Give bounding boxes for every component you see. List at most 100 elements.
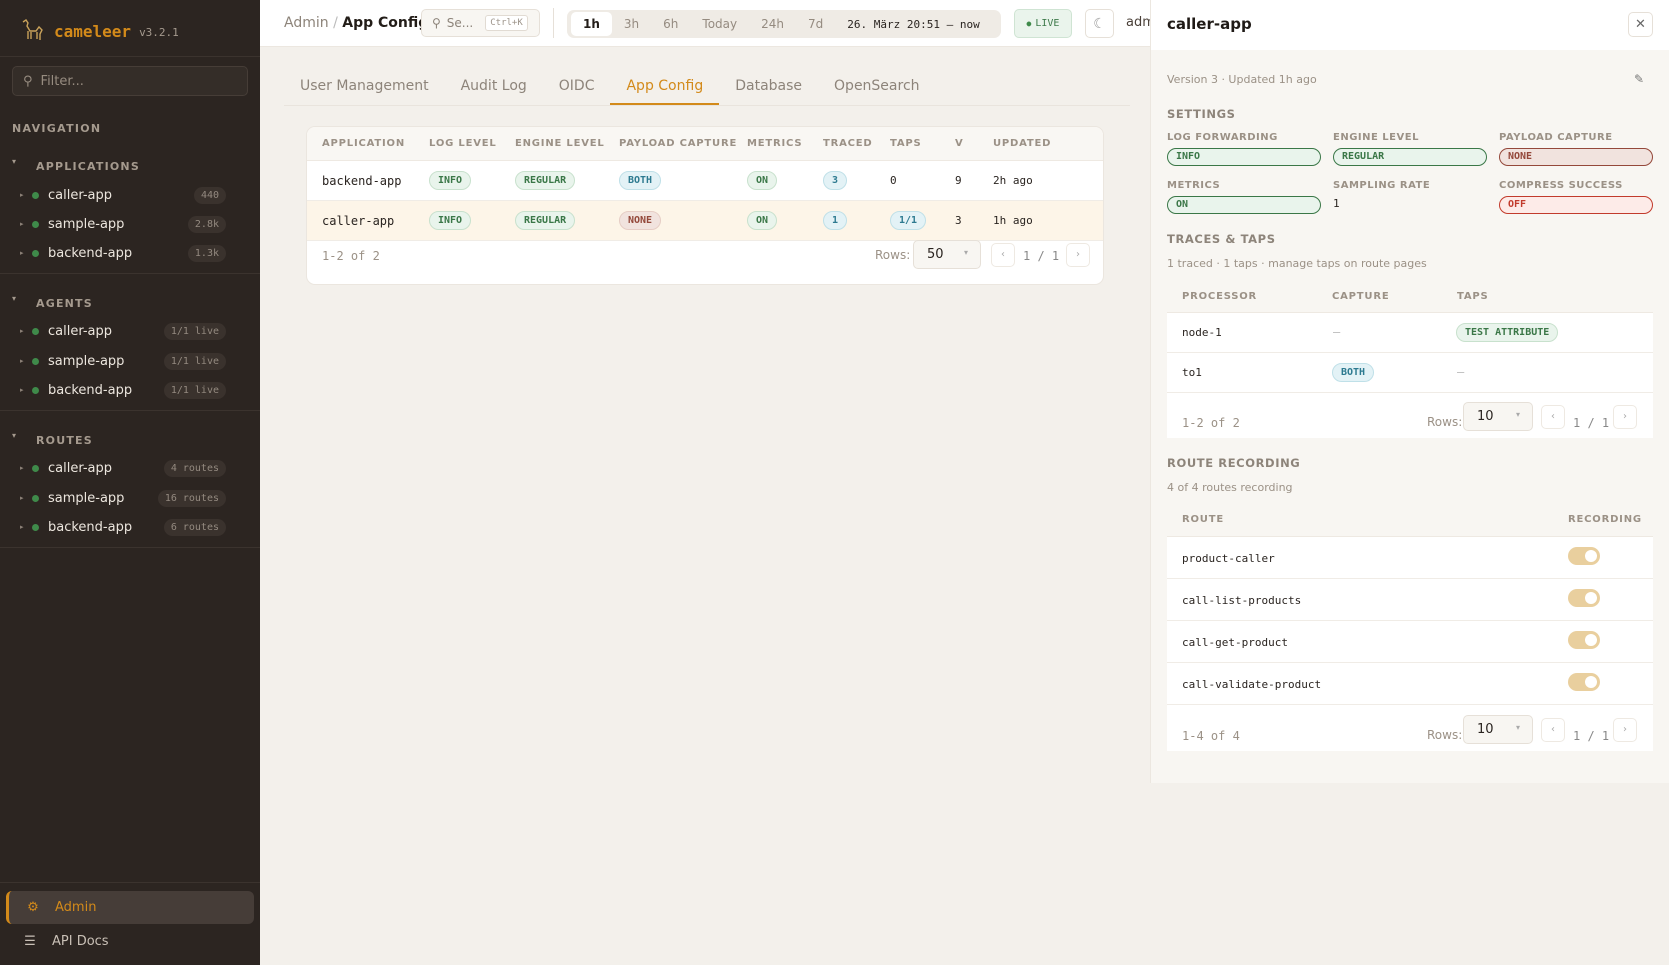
status-dot-icon — [32, 523, 39, 531]
tab-audit-log[interactable]: Audit Log — [460, 78, 527, 94]
range-option-1h[interactable]: 1h — [571, 12, 612, 36]
log-level-value: INFO — [429, 171, 472, 190]
log-level-value: INFO — [429, 211, 472, 230]
theme-toggle-moon-icon[interactable]: ☾ — [1085, 9, 1114, 38]
date-range[interactable]: 26. März 20:51 — now — [847, 17, 980, 31]
rows-label: Rows: — [1427, 728, 1463, 742]
range-option-today[interactable]: Today — [702, 17, 738, 31]
global-search[interactable]: ⚲ Se... Ctrl+K — [421, 9, 540, 37]
breadcrumb-current: App Config — [342, 15, 429, 31]
taps-value: — — [1457, 365, 1465, 379]
range-option-24h[interactable]: 24h — [761, 17, 784, 31]
recording-toggle[interactable] — [1568, 673, 1600, 691]
tab-database[interactable]: Database — [735, 78, 803, 94]
status-dot-icon — [32, 191, 39, 199]
sidebar-item-caller-app[interactable]: ▸ caller-app 440 — [20, 183, 226, 207]
sidebar-item-sample-app[interactable]: ▸ sample-app 2.8k — [20, 212, 226, 236]
range-option-6h[interactable]: 6h — [663, 17, 679, 31]
sidebar-item-caller-app[interactable]: ▸ caller-app 1/1 live — [20, 319, 226, 343]
prev-page-button[interactable]: ‹ — [991, 243, 1015, 267]
range-option-3h[interactable]: 3h — [623, 17, 640, 31]
prev-page-button[interactable]: ‹ — [1541, 718, 1565, 742]
route-name[interactable]: call-get-product — [1182, 636, 1288, 649]
range-option-7d[interactable]: 7d — [808, 17, 824, 31]
next-page-button[interactable]: › — [1613, 405, 1637, 429]
traced-value: 1 — [823, 211, 848, 230]
count-badge: 1.3k — [187, 244, 226, 262]
sidebar-filter-input[interactable]: ⚲ Filter... — [12, 66, 248, 96]
panel-title: caller-app — [1167, 15, 1252, 33]
sidebar-item-backend-app[interactable]: ▸ backend-app 6 routes — [20, 515, 226, 539]
caret-right-icon: ▸ — [20, 220, 24, 228]
recording-toggle[interactable] — [1568, 547, 1600, 565]
search-placeholder: Se... — [446, 16, 474, 30]
panel-header — [1151, 0, 1669, 50]
rows-per-page-select[interactable]: 10 ▾ — [1463, 402, 1533, 431]
col-application[interactable]: APPLICATION — [322, 138, 406, 149]
col-updated[interactable]: UPDATED — [993, 138, 1052, 149]
recording-toggle[interactable] — [1568, 631, 1600, 649]
application-value: backend-app — [322, 174, 402, 188]
col-taps[interactable]: TAPS — [890, 138, 922, 149]
col-taps: TAPS — [1457, 291, 1489, 302]
sidebar-item-caller-app[interactable]: ▸ caller-app 4 routes — [20, 456, 226, 480]
sampling-rate-value: 1 — [1333, 197, 1340, 210]
rows-per-page-select[interactable]: 50 ▾ — [913, 240, 981, 269]
nav-api-docs[interactable]: ☰ API Docs — [6, 925, 254, 958]
rows-per-page-select[interactable]: 10 ▾ — [1463, 715, 1533, 744]
sidebar-group-applications[interactable]: ▾ APPLICATIONS — [12, 157, 140, 173]
edit-pencil-icon[interactable]: ✎ — [1634, 72, 1645, 86]
logo[interactable]: cameleer v3.2.1 — [20, 16, 179, 46]
item-label: backend-app — [48, 519, 133, 535]
table-row: call-list-products — [1167, 579, 1653, 621]
col-engine-level[interactable]: ENGINE LEVEL — [515, 138, 605, 149]
sidebar-group-agents[interactable]: ▾ AGENTS — [12, 294, 93, 310]
table-row[interactable]: backend-app INFO REGULAR BOTH ON 3 0 9 2h ago — [307, 161, 1103, 201]
prev-page-button[interactable]: ‹ — [1541, 405, 1565, 429]
table-row[interactable]: to1 BOTH — — [1167, 353, 1653, 393]
menu-icon: ☰ — [24, 934, 36, 949]
count-badge: 2.8k — [187, 215, 226, 233]
live-toggle[interactable]: ● LIVE — [1014, 9, 1072, 38]
metrics-value: ON — [747, 171, 778, 190]
engine-level-label: ENGINE LEVEL — [1333, 132, 1419, 143]
table-row[interactable]: node-1 — TEST ATTRIBUTE — [1167, 313, 1653, 353]
col-payload-capture[interactable]: PAYLOAD CAPTURE — [619, 138, 738, 149]
sidebar-item-backend-app[interactable]: ▸ backend-app 1.3k — [20, 241, 226, 265]
tab-oidc[interactable]: OIDC — [558, 78, 595, 94]
tap-badge[interactable]: TEST ATTRIBUTE — [1456, 323, 1559, 342]
status-dot-icon — [32, 494, 39, 502]
route-name[interactable]: call-validate-product — [1182, 678, 1322, 691]
caret-right-icon: ▸ — [20, 464, 24, 472]
col-v[interactable]: V — [955, 138, 964, 149]
sidebar-group-routes[interactable]: ▾ ROUTES — [12, 431, 93, 447]
col-traced[interactable]: TRACED — [823, 138, 873, 149]
admin-tabs: User Management Audit Log OIDC App Config Da… — [284, 72, 1130, 106]
tab-user-management[interactable]: User Management — [300, 78, 429, 94]
route-name[interactable]: call-list-products — [1182, 594, 1302, 607]
col-route: ROUTE — [1182, 514, 1224, 525]
camel-logo-icon — [20, 16, 46, 46]
route-name[interactable]: product-caller — [1182, 552, 1275, 565]
nav-admin[interactable]: ⚙ Admin — [6, 891, 254, 924]
taps-value: 1/1 — [890, 211, 927, 230]
sidebar-item-sample-app[interactable]: ▸ sample-app 16 routes — [20, 486, 226, 510]
capture-badge: BOTH — [1332, 363, 1375, 382]
col-metrics[interactable]: METRICS — [747, 138, 803, 149]
table-row: call-validate-product — [1167, 663, 1653, 705]
sidebar-item-sample-app[interactable]: ▸ sample-app 1/1 live — [20, 349, 226, 373]
recording-toggle[interactable] — [1568, 589, 1600, 607]
sidebar-item-backend-app[interactable]: ▸ backend-app 1/1 live — [20, 378, 226, 402]
user-menu[interactable]: adm — [1126, 15, 1155, 30]
close-icon[interactable]: ✕ — [1628, 12, 1653, 37]
application-value: caller-app — [322, 214, 395, 228]
next-page-button[interactable]: › — [1613, 718, 1637, 742]
breadcrumb-admin[interactable]: Admin — [284, 15, 329, 31]
col-log-level[interactable]: LOG LEVEL — [429, 138, 497, 149]
table-row[interactable]: caller-app INFO REGULAR NONE ON 1 1/1 3 1h ago — [307, 201, 1103, 241]
tab-opensearch[interactable]: OpenSearch — [834, 78, 920, 94]
next-page-button[interactable]: › — [1066, 243, 1090, 267]
payload-capture-value: NONE — [619, 211, 662, 230]
count-badge: 16 routes — [157, 489, 226, 507]
tab-app-config[interactable]: App Config — [610, 72, 720, 105]
